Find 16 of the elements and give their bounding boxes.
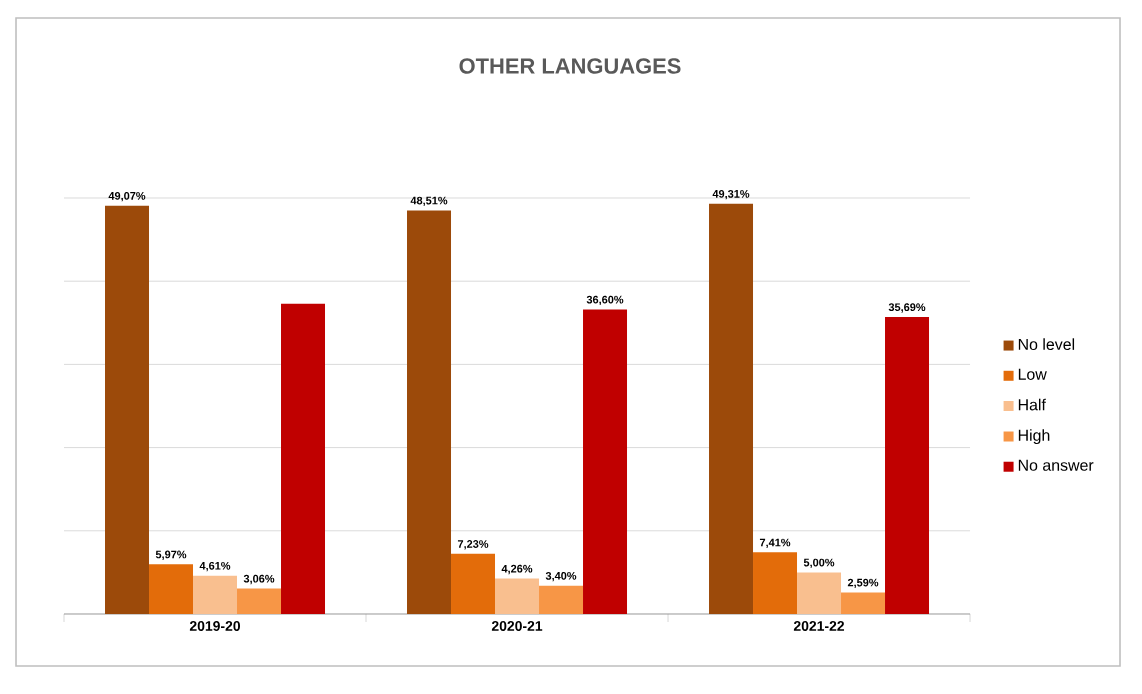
bar: [451, 553, 496, 614]
bar: [237, 588, 282, 614]
bar: [583, 309, 628, 614]
bar: [193, 575, 238, 614]
chart-title: OTHER LANGUAGES: [459, 58, 681, 74]
bar: [149, 564, 194, 614]
bar: [539, 585, 584, 614]
bar: [709, 203, 754, 614]
bar: [797, 572, 842, 614]
bar: [885, 317, 930, 614]
bar: [841, 592, 886, 614]
bar: [281, 303, 326, 614]
bar: [495, 578, 540, 614]
bar: [407, 210, 452, 614]
bar: [105, 205, 150, 614]
bar: [753, 552, 798, 614]
